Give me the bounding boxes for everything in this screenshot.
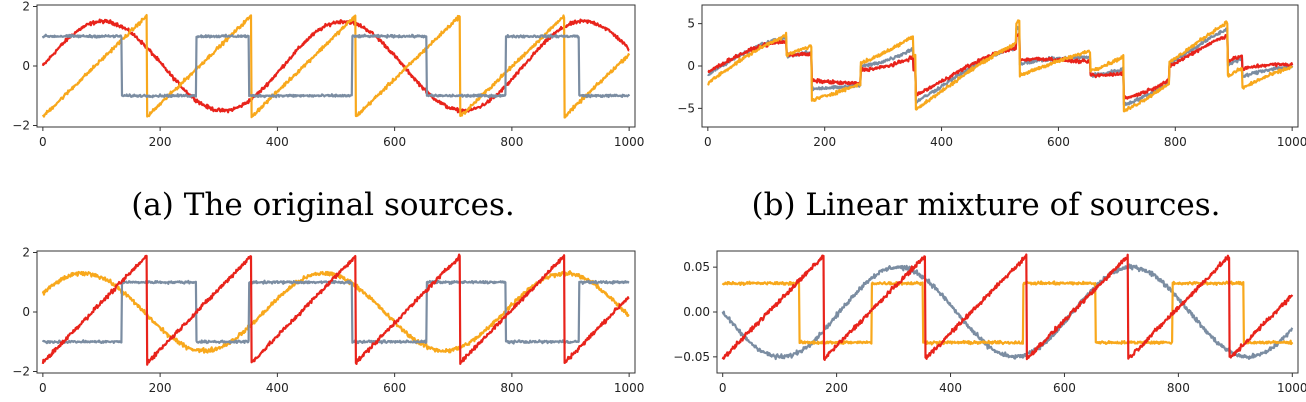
panel-d: 0 200 400 600 800 1000 0.05 0.00 −0.05 [673, 250, 1306, 395]
series-group [721, 253, 1294, 361]
x-tick-label: 1000 [614, 381, 645, 395]
x-tick-label: 1000 [614, 135, 645, 149]
axes-frame [36, 250, 636, 374]
x-tick-label: 600 [383, 381, 406, 395]
x-tick-label: 0 [39, 381, 47, 395]
series-gray-line [41, 279, 630, 345]
caption-b: (b) Linear mixture of sources. [752, 187, 1221, 223]
series-group [707, 19, 1294, 113]
y-tick-label: −2 [12, 365, 30, 379]
x-tick-label: 800 [500, 135, 523, 149]
x-tick-label: 400 [266, 135, 289, 149]
x-tick-label: 600 [1053, 381, 1076, 395]
series-group [41, 253, 630, 366]
series-gray-line [41, 33, 631, 99]
x-tick-label: 0 [39, 135, 47, 149]
series-red-line [721, 253, 1294, 361]
y-tick-label: 0 [22, 305, 30, 319]
x-tick-label: 400 [930, 135, 953, 149]
x-tick-label: 0 [719, 381, 727, 395]
y-tick-label: 0 [22, 59, 30, 73]
y-tick-label: −5 [677, 101, 695, 115]
x-tick-label: 200 [825, 381, 848, 395]
panel-a: 0 200 400 600 800 1000 2 0 −2 [12, 0, 644, 149]
axes-frame [701, 4, 1299, 128]
x-tick-label: 0 [704, 135, 712, 149]
series-orange-line [707, 19, 1294, 113]
series-orange-line [721, 280, 1294, 346]
caption-a: (a) The original sources. [131, 187, 515, 223]
panel-b: 0 200 400 600 800 1000 5 0 −5 [677, 4, 1306, 149]
series-red-line [41, 18, 630, 114]
x-tick-label: 800 [1164, 135, 1187, 149]
x-tick-label: 400 [266, 381, 289, 395]
x-tick-label: 800 [500, 381, 523, 395]
y-tick-label: 5 [687, 17, 695, 31]
x-tick-label: 200 [149, 135, 172, 149]
x-tick-label: 1000 [1277, 135, 1306, 149]
y-tick-label: 0.05 [683, 260, 710, 274]
x-tick-label: 200 [813, 135, 836, 149]
y-tick-label: −0.05 [673, 350, 710, 364]
y-tick-label: 0 [687, 59, 695, 73]
series-orange-line [41, 13, 631, 119]
panel-c: 0 200 400 600 800 1000 2 0 −2 [12, 245, 644, 395]
series-group [41, 13, 631, 119]
series-gray-line [721, 263, 1294, 361]
y-tick-label: 2 [22, 245, 30, 259]
y-tick-label: 2 [22, 0, 30, 13]
x-tick-label: 600 [383, 135, 406, 149]
series-red-line [707, 32, 1294, 101]
y-tick-label: −2 [12, 119, 30, 133]
x-tick-label: 400 [939, 381, 962, 395]
x-tick-label: 800 [1167, 381, 1190, 395]
x-tick-label: 200 [149, 381, 172, 395]
y-tick-label: 0.00 [683, 305, 710, 319]
x-tick-label: 1000 [1277, 381, 1306, 395]
series-red-line [41, 253, 630, 366]
x-tick-label: 600 [1047, 135, 1070, 149]
